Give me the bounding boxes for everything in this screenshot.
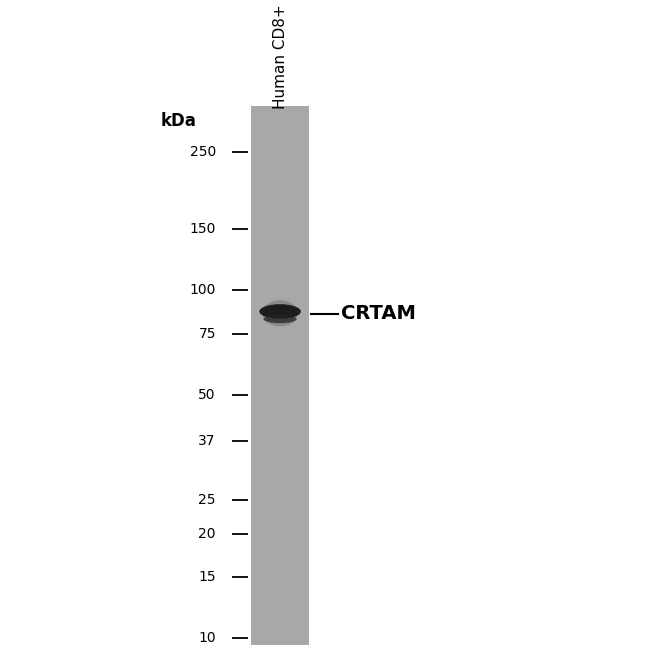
Text: 50: 50 [198,388,216,402]
Text: 150: 150 [190,222,216,236]
Text: 25: 25 [198,493,216,507]
Ellipse shape [259,304,301,318]
Ellipse shape [263,315,296,323]
Bar [251,105,309,645]
Text: 10: 10 [198,631,216,645]
Text: 250: 250 [190,145,216,159]
Ellipse shape [263,300,298,326]
Text: CRTAM: CRTAM [341,304,416,324]
Text: 37: 37 [198,434,216,448]
Text: 100: 100 [190,283,216,298]
Text: 75: 75 [198,327,216,341]
Text: kDa: kDa [161,112,197,130]
Text: 20: 20 [198,526,216,541]
Text: Human CD8+: Human CD8+ [272,5,287,109]
Text: 15: 15 [198,570,216,584]
